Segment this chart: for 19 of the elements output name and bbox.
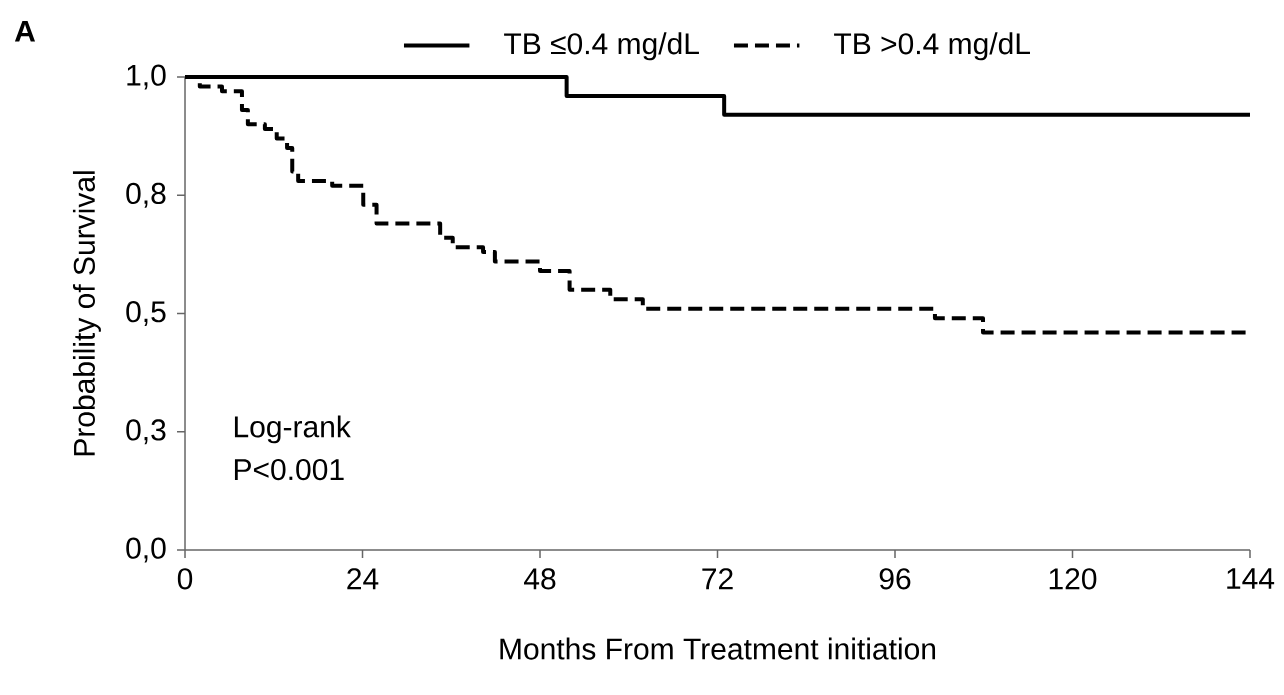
x-axis-title: Months From Treatment initiation (500, 637, 936, 660)
x-tick-label: 96 (879, 568, 911, 590)
annotation: Log-rank (234, 415, 351, 444)
y-tick-label: 1,0 (127, 64, 166, 90)
legend-label: TB ≤0.4 mg/dL (504, 32, 699, 61)
x-tick-label: 0 (177, 568, 193, 590)
x-tick-label: 24 (347, 568, 379, 590)
x-tick-label: 120 (1049, 568, 1097, 590)
legend-label: TB >0.4 mg/dL (834, 32, 1030, 61)
x-tick-label: 48 (524, 568, 556, 590)
y-axis-title: Probability of Survival (72, 171, 101, 456)
y-tick-label: 0,5 (126, 301, 166, 326)
text: A (14, 20, 36, 42)
annotation: P<0.001 (234, 458, 344, 481)
x-tick-label: 144 (1227, 568, 1275, 589)
x-tick-label: 72 (702, 568, 733, 590)
y-tick-label: 0,0 (126, 537, 166, 563)
y-tick-label: 0,8 (126, 182, 166, 208)
y-tick-label: 0,3 (126, 419, 166, 445)
